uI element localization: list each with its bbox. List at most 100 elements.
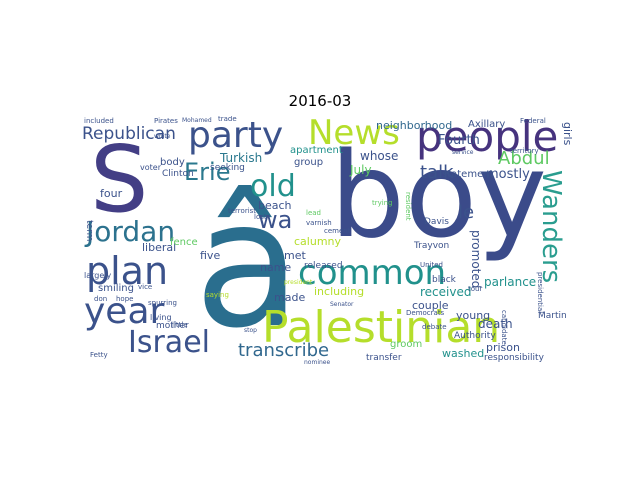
cloud-word: Palestinian [262, 302, 501, 353]
cloud-word: four [100, 187, 123, 200]
cloud-word: Democrats [406, 309, 445, 317]
cloud-word: apartment [290, 145, 343, 156]
cloud-word: seeking [210, 163, 245, 173]
cloud-word: old [250, 169, 296, 204]
cloud-word: party [188, 116, 284, 156]
cloud-word: released [304, 261, 343, 271]
cloud-word: presidential [536, 272, 544, 314]
cloud-word: washed [442, 347, 485, 360]
cloud-word: black [432, 275, 456, 285]
cloud-word: name [260, 261, 292, 274]
cloud-word: service [452, 149, 474, 156]
cloud-word: body [160, 157, 185, 168]
cloud-word: saying [206, 291, 229, 299]
cloud-word: included [84, 117, 114, 125]
cloud-word: prison [486, 341, 520, 354]
cloud-word: neighborhood [376, 119, 453, 132]
cloud-word: resident [404, 192, 412, 221]
word-cloud: â boy S Palestinian people party News pl… [80, 116, 572, 366]
cloud-word: Martin [538, 311, 567, 321]
cloud-word: voter [140, 163, 161, 172]
cloud-word: white [154, 133, 171, 140]
cloud-word: mostly [486, 167, 530, 182]
cloud-word: Authority [454, 331, 496, 341]
cloud-word: boy [330, 126, 547, 264]
cloud-word: Turkish [220, 151, 263, 165]
cloud-word: common [298, 253, 447, 293]
cloud-word: received [420, 285, 472, 299]
cloud-word: promoted [469, 230, 483, 289]
cloud-word: year [84, 291, 165, 332]
cloud-word: spurring [148, 299, 177, 307]
cloud-word: plan [86, 249, 169, 293]
cloud-word: beach [258, 199, 292, 212]
cloud-word: Federal [520, 117, 546, 125]
cloud-word: smiling [98, 283, 134, 294]
cloud-word: statement [442, 169, 494, 180]
cloud-word: Israel [128, 325, 210, 360]
cloud-word: mother [156, 321, 189, 331]
cloud-word: Fourth [438, 133, 480, 148]
cloud-word: July [350, 163, 372, 177]
cloud-word: term [84, 220, 94, 242]
cloud-word: people [416, 116, 559, 161]
cloud-word: lost [254, 213, 267, 221]
cloud-word: Erie [184, 158, 231, 186]
cloud-word: territory [510, 147, 539, 155]
cloud-word: couple [412, 299, 449, 312]
cloud-word: liberal [142, 241, 177, 254]
cloud-word: Abdul [498, 148, 550, 169]
cloud-word: wa [258, 206, 293, 234]
cloud-word: stop [244, 327, 257, 334]
cloud-word: terrorist [228, 207, 257, 215]
cloud-word: responsibility [484, 353, 544, 363]
cloud-word: transcribe [238, 340, 330, 361]
cloud-word: nominee [304, 359, 331, 366]
cloud-word: talk [420, 162, 454, 183]
cloud-word: Pirates [154, 117, 178, 125]
cloud-word: trying [372, 199, 393, 207]
cloud-word: Trayvon [414, 241, 450, 251]
cloud-word: Clinton [162, 169, 194, 179]
cloud-word: little [172, 321, 188, 329]
cloud-word: lead [306, 209, 321, 217]
cloud-word: transfer [366, 353, 402, 363]
cloud-word: cement [324, 227, 351, 235]
cloud-word: met [284, 249, 306, 262]
cloud-word: living [150, 313, 172, 322]
cloud-word: hope [116, 295, 134, 303]
cloud-word: Senator [330, 301, 354, 308]
cloud-word: United [420, 261, 443, 269]
cloud-word: Davis [424, 217, 449, 227]
chart-title: 2016-03 [288, 92, 352, 110]
cloud-word: don [94, 295, 108, 303]
cloud-word: president [284, 279, 313, 286]
cloud-word: including [314, 285, 365, 298]
cloud-word: death [478, 317, 513, 331]
cloud-word: â [194, 164, 302, 366]
cloud-word: calumny [294, 235, 342, 248]
cloud-word: Fetty [90, 351, 108, 359]
cloud-word: Mohamed [182, 117, 212, 124]
cloud-word: groom [390, 339, 423, 350]
cloud-word: candidate [500, 310, 508, 345]
cloud-word: S [90, 126, 149, 233]
cloud-word: Axillary [468, 119, 506, 130]
cloud-word: made [274, 291, 306, 304]
cloud-word: young [456, 309, 491, 322]
cloud-word: girls [561, 122, 572, 146]
cloud-word: trade [218, 116, 237, 123]
cloud-word: parlance [484, 275, 537, 289]
cloud-word: varnish [306, 219, 332, 227]
cloud-word: fence [170, 237, 198, 248]
cloud-word: tour [468, 285, 483, 293]
cloud-word: Wanders [536, 170, 566, 284]
cloud-word: le [458, 202, 475, 223]
cloud-word: Republican [82, 124, 176, 144]
cloud-word: News [308, 116, 400, 153]
cloud-word: vice [138, 283, 153, 291]
cloud-word: group [294, 157, 324, 168]
cloud-word: Jordan [86, 215, 176, 248]
cloud-word: debate [422, 323, 447, 331]
cloud-word: five [200, 249, 221, 262]
